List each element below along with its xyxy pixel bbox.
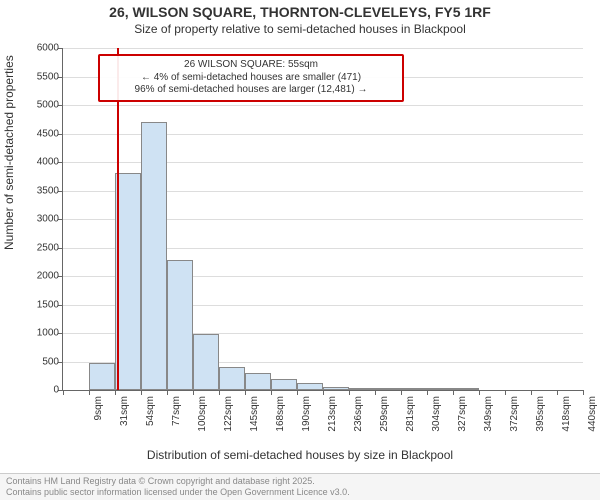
- histogram-bar: [219, 367, 245, 390]
- y-tick-label: 4500: [37, 128, 63, 139]
- x-tick-label: 190sqm: [299, 396, 312, 446]
- y-tick-label: 6000: [37, 43, 63, 54]
- chart-title: 26, WILSON SQUARE, THORNTON-CLEVELEYS, F…: [0, 4, 600, 20]
- x-tick-label: 122sqm: [221, 396, 234, 446]
- y-tick-label: 1500: [37, 299, 63, 310]
- histogram-bar: [89, 363, 115, 390]
- histogram-bar: [453, 388, 479, 390]
- histogram-bar: [375, 388, 401, 390]
- x-tick-label: 304sqm: [429, 396, 442, 446]
- y-axis-label: Number of semi-detached properties: [2, 55, 16, 250]
- histogram-bar: [271, 379, 297, 390]
- x-tick-label: 236sqm: [351, 396, 364, 446]
- x-tick-label: 213sqm: [325, 396, 338, 446]
- x-tick-label: 349sqm: [481, 396, 494, 446]
- x-tick-label: 77sqm: [169, 396, 182, 446]
- x-tick-label: 281sqm: [403, 396, 416, 446]
- gridline: [63, 105, 583, 106]
- x-tick-label: 31sqm: [117, 396, 130, 446]
- plot-area: 0500100015002000250030003500400045005000…: [62, 48, 583, 391]
- x-tick-label: 100sqm: [195, 396, 208, 446]
- x-tick-label: 259sqm: [377, 396, 390, 446]
- x-tick-label: 9sqm: [91, 396, 104, 446]
- histogram-bar: [167, 260, 193, 390]
- annotation-line: ← 4% of semi-detached houses are smaller…: [106, 72, 396, 85]
- y-tick-label: 1000: [37, 328, 63, 339]
- histogram-bar: [401, 388, 427, 390]
- x-tick-label: 168sqm: [273, 396, 286, 446]
- histogram-bar: [245, 373, 271, 390]
- y-tick-label: 4000: [37, 157, 63, 168]
- gridline: [63, 48, 583, 49]
- footer-line-1: Contains HM Land Registry data © Crown c…: [6, 476, 594, 487]
- y-tick-label: 3000: [37, 214, 63, 225]
- histogram-bar: [323, 387, 349, 390]
- y-tick-label: 3500: [37, 185, 63, 196]
- histogram-bar: [349, 388, 375, 390]
- x-tick-label: 327sqm: [455, 396, 468, 446]
- chart-container: 26, WILSON SQUARE, THORNTON-CLEVELEYS, F…: [0, 0, 600, 500]
- chart-subtitle: Size of property relative to semi-detach…: [0, 22, 600, 36]
- y-tick-label: 2500: [37, 242, 63, 253]
- footer-line-2: Contains public sector information licen…: [6, 487, 594, 498]
- x-axis-label: Distribution of semi-detached houses by …: [0, 448, 600, 462]
- annotation-line: 96% of semi-detached houses are larger (…: [106, 84, 396, 97]
- x-tick-label: 372sqm: [507, 396, 520, 446]
- y-tick-label: 500: [42, 356, 63, 367]
- x-tick-label: 145sqm: [247, 396, 260, 446]
- x-tick-label: 440sqm: [585, 396, 598, 446]
- histogram-bar: [141, 122, 167, 390]
- x-tick-label: 395sqm: [533, 396, 546, 446]
- annotation-box: 26 WILSON SQUARE: 55sqm← 4% of semi-deta…: [98, 54, 404, 102]
- annotation-line: 26 WILSON SQUARE: 55sqm: [106, 59, 396, 72]
- y-tick-label: 2000: [37, 271, 63, 282]
- histogram-bar: [427, 388, 453, 390]
- x-tick-label: 54sqm: [143, 396, 156, 446]
- y-tick-label: 0: [53, 385, 63, 396]
- histogram-bar: [297, 383, 323, 390]
- histogram-bar: [193, 334, 219, 390]
- y-tick-label: 5000: [37, 100, 63, 111]
- chart-footer: Contains HM Land Registry data © Crown c…: [0, 473, 600, 500]
- x-tick-label: 418sqm: [559, 396, 572, 446]
- y-tick-label: 5500: [37, 71, 63, 82]
